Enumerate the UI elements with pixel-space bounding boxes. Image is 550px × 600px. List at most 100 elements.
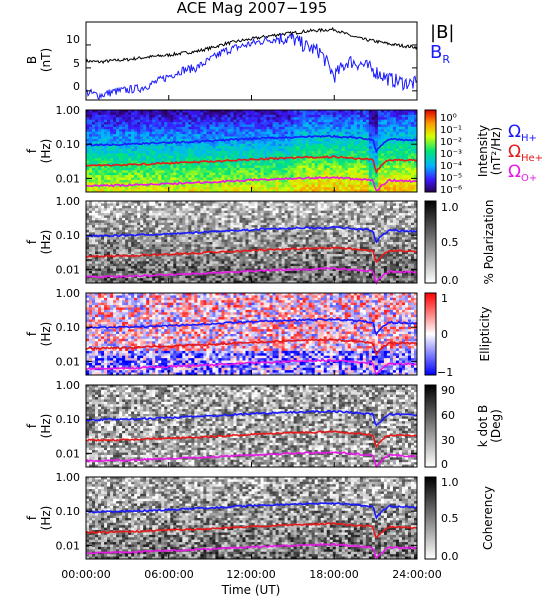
spectrogram-cell [347, 158, 352, 162]
spectrogram-cell [332, 182, 337, 186]
spectrogram-cell [377, 179, 382, 183]
spectrogram-cell [311, 172, 316, 176]
spectrogram-cell [212, 141, 216, 145]
spectrogram-cell [305, 187, 310, 190]
spectrogram-cell [284, 146, 289, 149]
spectrogram-cell [353, 189, 358, 193]
spectrogram-cell [179, 203, 183, 207]
spectrogram-cell [314, 138, 319, 142]
spectrogram-cell [398, 167, 403, 171]
spectrogram-cell [386, 134, 391, 137]
spectrogram-cell [404, 210, 409, 214]
spectrogram-cell [86, 182, 90, 186]
spectrogram-cell [134, 172, 138, 176]
spectrogram-cell [140, 110, 144, 113]
spectrogram-cell [269, 203, 273, 207]
spectrogram-cell [212, 175, 216, 178]
spectrogram-cell [350, 112, 355, 116]
spectrogram-cell [383, 213, 388, 216]
spectrogram-cell [92, 175, 96, 178]
spectrogram-cell [209, 165, 213, 169]
spectrogram-cell [242, 175, 246, 178]
spectrogram-cell [128, 119, 132, 123]
spectrogram-cell [320, 179, 325, 183]
spectrogram-cell [233, 184, 237, 188]
spectrogram-cell [167, 112, 171, 116]
spectrogram-cell [227, 177, 231, 181]
spectrogram-cell [110, 138, 114, 142]
spectrogram-cell [206, 119, 210, 123]
spectrogram-cell [227, 112, 231, 116]
spectrogram-cell [137, 184, 141, 188]
spectrogram-cell [170, 151, 174, 154]
spectrogram-cell [122, 189, 126, 193]
spectrogram-cell [299, 122, 304, 125]
spectrogram-cell [194, 136, 198, 140]
spectrogram-cell [374, 110, 379, 113]
spectrogram-cell [344, 160, 349, 164]
spectrogram-cell [107, 208, 111, 212]
spectrogram-cell [377, 182, 382, 186]
spectrogram-cell [281, 131, 285, 135]
spectrogram-cell [329, 160, 334, 164]
spectrogram-cell [314, 163, 319, 166]
spectrogram-cell [86, 205, 90, 209]
spectrogram-cell [296, 167, 301, 171]
spectrogram-cell [371, 153, 376, 157]
spectrogram-cell [116, 136, 120, 140]
spectrogram-cell [407, 220, 412, 224]
spectrogram-cell [215, 160, 219, 164]
spectrogram-cell [272, 189, 276, 193]
spectrogram-cell [170, 225, 174, 228]
spectrogram-cell [320, 165, 325, 169]
spectrogram-cell [272, 222, 276, 226]
spectrogram-cell [140, 167, 144, 171]
spectrogram-cell [110, 155, 114, 159]
spectrogram-cell [206, 210, 210, 214]
spectrogram-cell [113, 201, 117, 204]
spectrogram-cell [92, 203, 96, 207]
spectrogram-cell [254, 129, 258, 133]
spectrogram-cell [209, 167, 213, 171]
spectrogram-cell [188, 136, 192, 140]
spectrogram-cell [413, 126, 418, 130]
spectrogram-cell [107, 158, 111, 162]
omega-h-line [85, 134, 418, 154]
spectrogram-cell [140, 136, 144, 140]
spectrogram-cell [149, 172, 153, 176]
spectrogram-cell [95, 124, 99, 128]
spectrogram-cell [131, 151, 135, 154]
spectrogram-cell [182, 110, 186, 113]
spectrogram-cell [260, 187, 264, 190]
spectrogram-cell [134, 146, 138, 149]
spectrogram-cell [191, 151, 195, 154]
spectrogram-cell [140, 220, 144, 224]
spectrogram-cell [122, 110, 126, 113]
spectrogram-cell [113, 210, 117, 214]
spectrogram-cell [188, 189, 192, 193]
spectrogram-cell [296, 172, 301, 176]
spectrogram-cell [131, 213, 135, 216]
spectrogram-cell [128, 138, 132, 142]
spectrogram-cell [125, 208, 129, 212]
spectrogram-cell [260, 189, 264, 193]
spectrogram-cell [185, 148, 189, 152]
spectrogram-cell [293, 189, 298, 193]
spectrogram-cell [374, 208, 379, 212]
spectrogram-cell [305, 210, 310, 214]
spectrogram-cell [200, 155, 204, 159]
spectrogram-cell [323, 148, 328, 152]
spectrogram-cell [113, 172, 117, 176]
spectrogram-cell [125, 170, 129, 174]
spectrogram-cell [413, 148, 418, 152]
spectrogram-cell [380, 220, 385, 224]
spectrogram-cell [287, 122, 292, 125]
spectrogram-cell [233, 134, 237, 137]
spectrogram-cell [86, 146, 90, 149]
spectrogram-cell [152, 182, 156, 186]
spectrogram-cell [131, 208, 135, 212]
spectrogram-cell [335, 210, 340, 214]
spectrogram-cell [218, 119, 222, 123]
spectrogram-cell [410, 213, 415, 216]
spectrogram-cell [317, 182, 322, 186]
